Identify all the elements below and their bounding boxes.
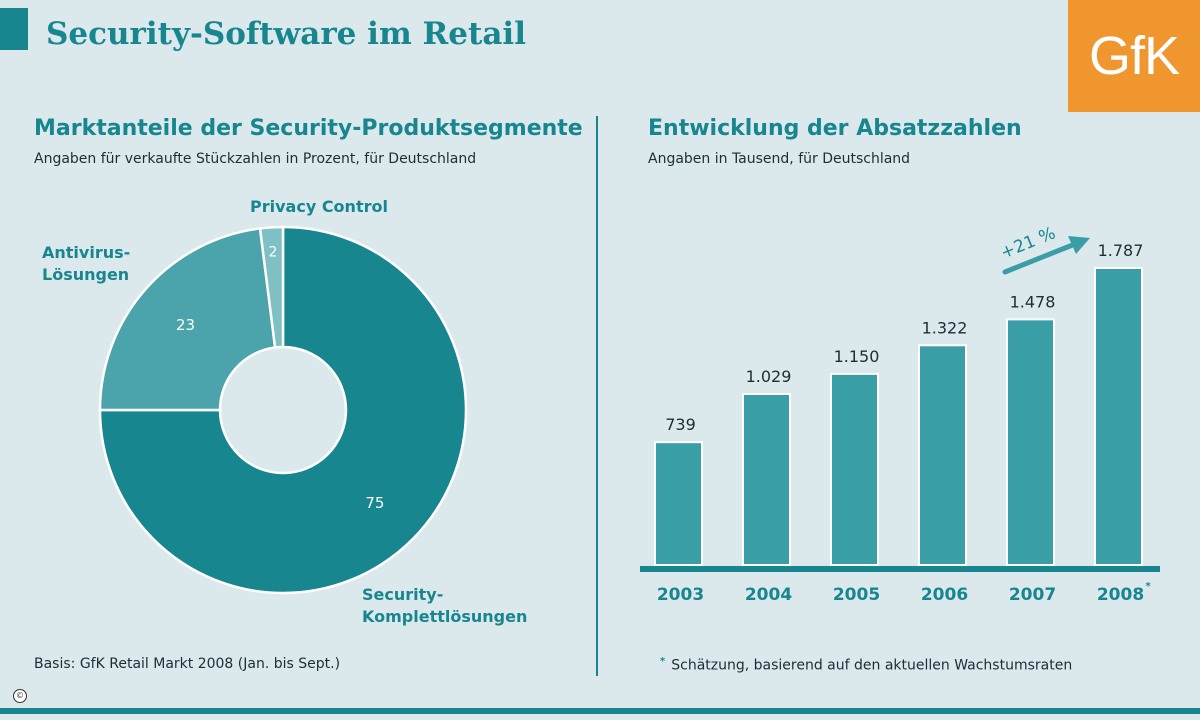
growth-label: +21 %	[998, 223, 1059, 263]
pie-slice-security-komplett	[98, 225, 468, 595]
bar-category-2008: 2008	[1097, 585, 1144, 605]
bar-2003	[654, 441, 703, 566]
pie-label-antivirus: Antivirus- Lösungen	[42, 243, 131, 284]
bar-category-2006: 2006	[921, 585, 968, 605]
bar-2008	[1094, 267, 1143, 566]
bar-value-2003: 739	[665, 415, 696, 434]
bar-value-2006: 1.322	[922, 318, 968, 337]
bar-footnote-text: Schätzung, basierend auf den aktuellen W…	[671, 657, 1073, 674]
pie-value-security-komplett: 75	[365, 494, 384, 512]
pie-label-security-komplett: Security- Komplettlösungen	[362, 585, 528, 626]
bar-footnote-marker: *	[660, 656, 666, 667]
bar-value-2004: 1.029	[746, 367, 792, 386]
gfk-logo: GfK	[1068, 0, 1200, 112]
growth-arrow-line	[1002, 241, 1078, 275]
bar-category-2007: 2007	[1009, 585, 1056, 605]
bar-category-2004: 2004	[745, 585, 792, 605]
pie-value-antivirus: 23	[176, 316, 195, 334]
bar-value-2007: 1.478	[1010, 292, 1056, 311]
bar-category-marker-2008: *	[1146, 581, 1152, 592]
bar-chart-title: Entwicklung der Absatzzahlen	[648, 116, 1022, 141]
bar-footnote: * Schätzung, basierend auf den aktuellen …	[660, 656, 1072, 674]
bar-chart-subtitle: Angaben in Tausend, für Deutschland	[648, 151, 911, 167]
bar-category-2005: 2005	[833, 585, 880, 605]
bar-2006	[918, 344, 967, 566]
bar-2005	[830, 372, 879, 567]
growth-arrow-head	[1068, 236, 1090, 254]
bar-category-2003: 2003	[657, 585, 704, 605]
bar-value-2008: 1.787	[1098, 241, 1144, 260]
pie-slice-privacy-control	[258, 225, 285, 349]
bar-2004	[742, 392, 791, 566]
bottom-rule	[0, 708, 1200, 714]
copyright-icon: ©	[13, 689, 27, 703]
pie-slice-antivirus	[98, 227, 277, 412]
bar-2007	[1006, 318, 1055, 566]
pie-value-privacy-control: 2	[268, 244, 277, 260]
page-title: Security-Software im Retail	[46, 16, 526, 52]
bar-value-2005: 1.150	[834, 347, 880, 366]
pie-chart-subtitle: Angaben für verkaufte Stückzahlen in Pro…	[34, 151, 477, 167]
title-accent-bar	[0, 8, 28, 50]
pie-chart-title: Marktanteile der Security-Produktsegment…	[34, 116, 583, 141]
pie-footnote: Basis: GfK Retail Markt 2008 (Jan. bis S…	[34, 656, 341, 672]
bar-axis-baseline	[640, 566, 1160, 572]
pie-label-privacy-control: Privacy Control	[250, 197, 388, 216]
panel-divider	[596, 116, 598, 676]
